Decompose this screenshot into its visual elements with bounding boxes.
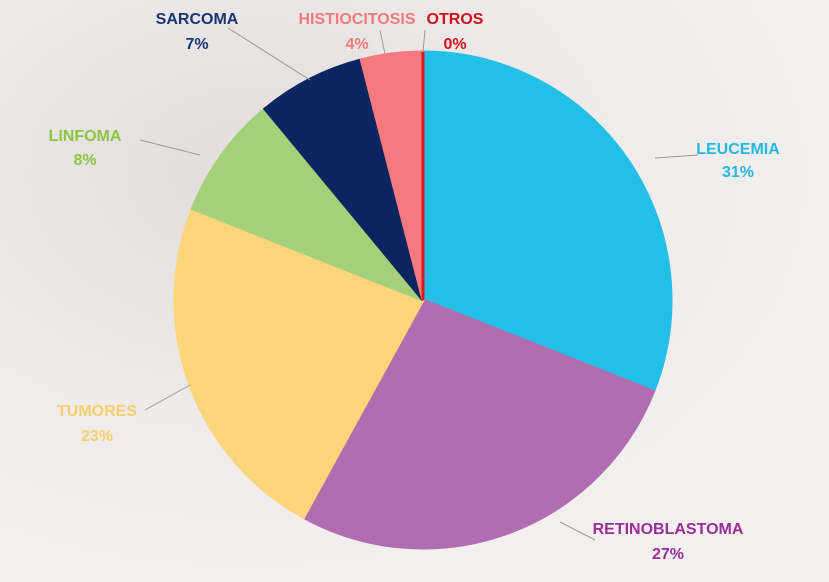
pie-slice	[173, 206, 426, 520]
slice-label: RETINOBLASTOMA	[593, 521, 744, 538]
slice-value-label: 23%	[81, 428, 113, 445]
slice-label: SARCOMA	[156, 11, 239, 28]
pie-slice	[421, 50, 673, 394]
leader-line	[422, 29, 426, 53]
pie-slice	[301, 298, 656, 550]
leader-line	[139, 139, 201, 156]
leader-line	[144, 384, 191, 411]
pie-slice	[190, 106, 425, 302]
leader-line	[379, 29, 386, 55]
slice-label: HISTIOCITOSIS	[298, 11, 415, 28]
slice-value-label: 8%	[73, 152, 96, 169]
slice-value-label: 7%	[185, 36, 208, 53]
slice-value-label: 27%	[652, 546, 684, 563]
pie-slice	[262, 57, 425, 301]
slice-value-label: 31%	[722, 164, 754, 181]
leader-line	[654, 154, 699, 159]
slice-label: OTROS	[427, 11, 484, 28]
slice-value-label: 0%	[443, 36, 466, 53]
slice-label: LINFOMA	[49, 128, 122, 145]
slice-value-label: 4%	[345, 36, 368, 53]
leader-line	[227, 27, 311, 81]
slice-label: TUMORES	[57, 403, 137, 420]
leader-line	[559, 521, 596, 541]
slice-label: LEUCEMIA	[696, 141, 780, 158]
